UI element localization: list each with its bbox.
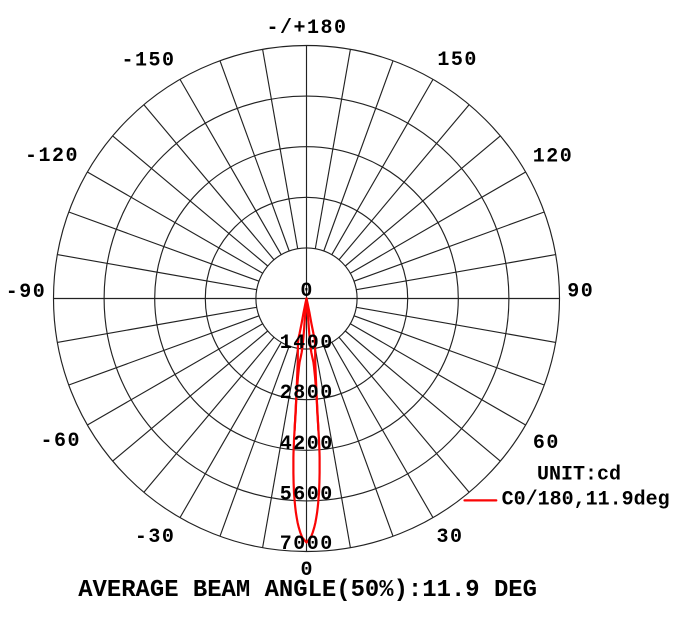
- svg-text:90: 90: [567, 280, 594, 303]
- svg-text:30: 30: [437, 526, 464, 549]
- svg-text:120: 120: [533, 145, 574, 168]
- svg-text:AVERAGE BEAM ANGLE(50%):11.9 D: AVERAGE BEAM ANGLE(50%):11.9 DEG: [78, 577, 537, 604]
- svg-text:0: 0: [300, 280, 314, 303]
- svg-text:4200: 4200: [280, 433, 334, 456]
- svg-text:60: 60: [533, 432, 560, 455]
- svg-text:C0/180,11.9deg: C0/180,11.9deg: [502, 488, 670, 511]
- svg-text:-90: -90: [6, 281, 47, 304]
- svg-text:-/+180: -/+180: [266, 17, 347, 40]
- svg-text:7000: 7000: [280, 533, 334, 556]
- svg-text:1400: 1400: [280, 332, 334, 355]
- svg-text:-30: -30: [135, 526, 176, 549]
- svg-text:5600: 5600: [280, 483, 334, 506]
- svg-text:-60: -60: [40, 430, 81, 453]
- svg-text:UNIT:cd: UNIT:cd: [537, 463, 621, 486]
- svg-text:150: 150: [437, 49, 478, 72]
- svg-text:2800: 2800: [280, 382, 334, 405]
- svg-text:0: 0: [300, 559, 314, 582]
- svg-text:-120: -120: [25, 145, 79, 168]
- svg-text:-150: -150: [121, 49, 175, 72]
